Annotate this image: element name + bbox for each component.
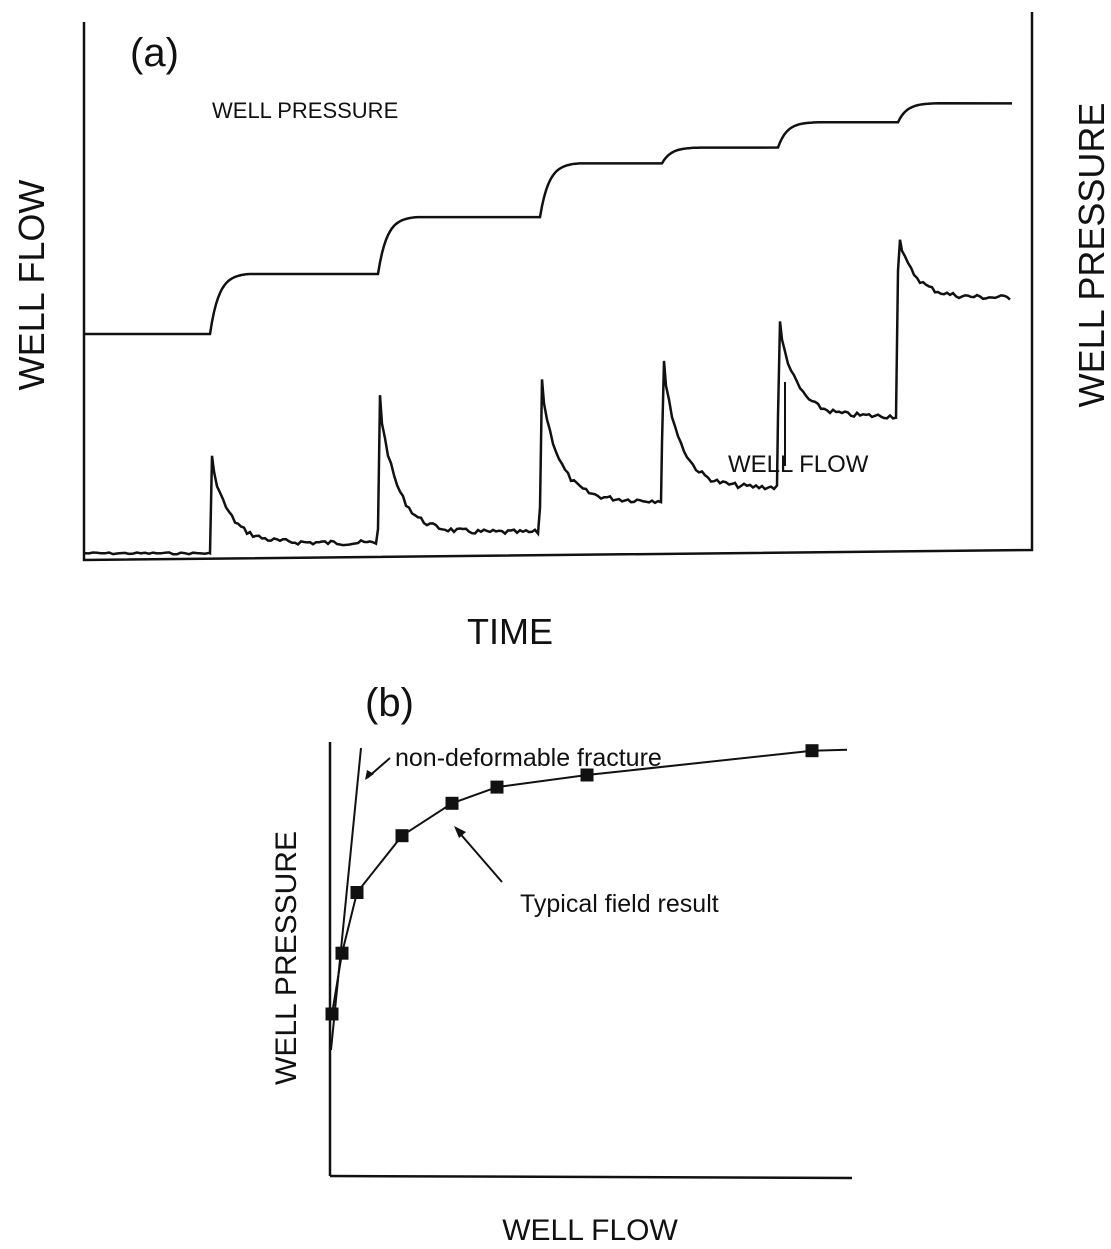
- panel-a: (a) TIME WELL FLOW WELL PRESSURE WELL PR…: [11, 12, 1111, 652]
- field-result-markers: [326, 744, 819, 1020]
- non-deformable-fracture-arrowhead: [365, 770, 374, 780]
- well-pressure-series-label: WELL PRESSURE: [212, 98, 398, 123]
- panel-a-x-axis-label: TIME: [467, 611, 553, 652]
- field-result-point: [326, 1008, 339, 1021]
- panel-a-frame: [84, 12, 1032, 560]
- panel-a-right-y-axis-label: WELL PRESSURE: [1071, 103, 1111, 408]
- field-result-point: [351, 886, 364, 899]
- panel-b-x-axis: [330, 1176, 852, 1178]
- typical-field-result-arrow: [457, 830, 502, 882]
- field-result-point: [396, 829, 409, 842]
- field-result-point: [446, 797, 459, 810]
- typical-field-result-arrowhead: [454, 826, 466, 838]
- well-pressure-line: [85, 103, 1012, 334]
- field-result-curve: [332, 750, 847, 1014]
- field-result-point: [336, 947, 349, 960]
- panel-b: (b) WELL FLOW WELL PRESSURE non-deformab…: [270, 681, 852, 1247]
- well-flow-series-label: WELL FLOW: [728, 451, 869, 478]
- panel-a-left-y-axis-label: WELL FLOW: [11, 180, 52, 391]
- panel-a-label: (a): [130, 31, 179, 75]
- non-deformable-fracture-annotation: non-deformable fracture: [395, 744, 662, 772]
- panel-b-x-axis-label: WELL FLOW: [502, 1214, 678, 1247]
- panel-b-y-axis-label: WELL PRESSURE: [270, 831, 303, 1085]
- field-result-point: [806, 744, 819, 757]
- panel-b-label: (b): [365, 681, 414, 725]
- field-result-point: [491, 781, 504, 794]
- typical-field-result-annotation: Typical field result: [520, 890, 719, 918]
